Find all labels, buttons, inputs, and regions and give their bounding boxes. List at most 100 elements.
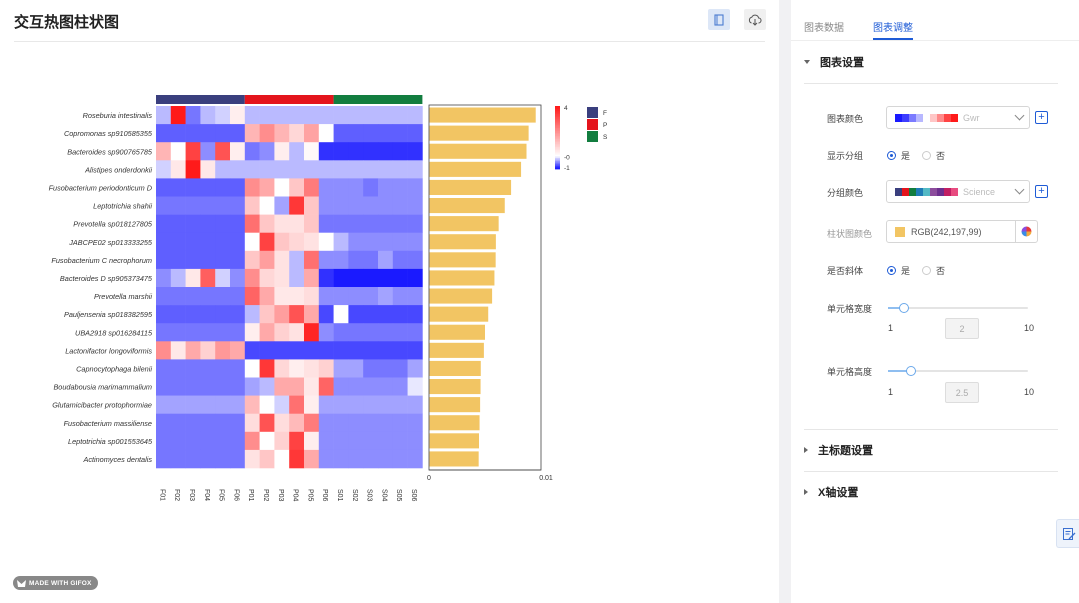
heatmap-cell [230,268,246,288]
heatmap-cell [407,124,423,143]
row-label: Alistipes onderdonkii [84,165,152,174]
heatmap-cell [304,395,320,414]
heatmap-cell [185,178,201,197]
chart-color-select[interactable]: Gwr [886,106,1030,129]
bar-x-tick: 0 [427,475,431,482]
heatmap-cell [274,341,290,360]
column-label: S01 [336,489,343,502]
heatmap-cell [185,250,201,270]
heatmap-cell [304,305,320,324]
bar [429,360,481,376]
bar-x-tick: 0.01 [539,475,553,482]
tab-chart-data[interactable]: 图表数据 [804,23,844,34]
heatmap-cell [200,214,216,233]
add-group-color-button[interactable]: + [1035,185,1048,198]
show-group-no-radio[interactable]: 否 [922,149,945,162]
edit-notes-button[interactable] [1056,519,1079,548]
heatmap-cell [156,268,172,288]
heatmap-cell [200,287,216,306]
heatmap-cell [215,413,231,433]
row-label: Prevotella sp018127805 [73,220,153,229]
heatmap-cell [244,232,260,252]
heatmap-cell [185,431,201,451]
bar [429,107,536,123]
bar [429,342,484,358]
color-scale-step [555,151,560,154]
color-picker-button[interactable] [1015,221,1037,242]
section-x-axis[interactable]: X轴设置 [804,474,1058,510]
heatmap-cell [392,413,408,433]
cell-height-slider[interactable] [888,366,1028,376]
heatmap-cell [274,359,290,378]
heatmap-cell [304,449,320,469]
column-label: P01 [247,489,254,502]
heatmap-cell [392,142,408,161]
cell-height-min: 1 [888,387,894,397]
color-wheel-icon [1021,226,1032,237]
color-scale-step [555,143,560,146]
color-scale-step [555,161,560,164]
color-scale-step [555,121,560,124]
bar [429,288,493,304]
heatmap-cell [259,287,275,306]
slider-handle[interactable] [906,366,917,376]
cell-width-slider[interactable] [888,303,1028,313]
group-legend-swatch [587,119,598,130]
heatmap-cell [200,449,216,469]
add-chart-color-button[interactable]: + [1035,111,1048,124]
heatmap-cell [274,106,290,125]
heatmap-cell [244,124,260,143]
heatmap-cell [378,232,394,252]
heatmap-cell [156,160,172,179]
heatmap-cell [318,341,334,360]
heatmap-cell [230,341,246,360]
heatmap-cell [304,196,320,215]
color-scale-step [555,123,560,126]
tab-chart-adjust[interactable]: 图表调整 [873,23,913,34]
heatmap-cell [244,305,260,324]
heatmap-cell [274,449,290,469]
heatmap-cell [407,196,423,215]
section-chart-settings[interactable]: 图表设置 [804,44,1058,80]
heatmap-cell [363,359,379,378]
heatmap-cell [170,431,186,451]
radio-label: 是 [901,266,911,276]
heatmap-cell [363,142,379,161]
chart-color-value: Gwr [963,112,980,123]
heatmap-cell [304,106,320,125]
heatmap-cell [244,268,260,288]
show-group-yes-radio[interactable]: 是 [887,149,910,162]
heatmap-cell [392,250,408,270]
heatmap-cell [230,449,246,469]
italic-yes-radio[interactable]: 是 [887,264,910,277]
cell-width-input[interactable]: 2 [945,318,979,339]
heatmap-cell [318,377,334,396]
heatmap-cell [244,250,260,270]
italic-no-radio[interactable]: 否 [922,264,945,277]
heatmap-cell [170,449,186,469]
notebook-button[interactable] [708,9,730,30]
row-label: Prevotella marshii [94,292,152,301]
heatmap-cell [200,178,216,197]
radio-label: 是 [901,151,911,161]
swatch [895,113,902,122]
cell-height-input[interactable]: 2.5 [945,382,979,403]
heatmap-cell [304,377,320,396]
group-color-select[interactable]: Science [886,180,1030,203]
color-scale-step [555,153,560,156]
color-scale-label: -1 [564,165,570,172]
bar-color-field[interactable]: RGB(242,197,99) [886,220,1038,243]
section-main-title[interactable]: 主标题设置 [804,432,1058,468]
color-scale-step [555,164,560,167]
heatmap-cell [156,431,172,451]
heatmap-cell [156,232,172,252]
heatmap-cell [156,449,172,469]
section-divider [804,429,1058,430]
color-scale-step [555,128,560,131]
download-button[interactable] [744,9,766,30]
heatmap-cell [274,395,290,414]
heatmap-cell [274,124,290,143]
slider-handle[interactable] [898,303,909,313]
edit-icon [1062,527,1075,540]
color-scale-step [555,146,560,149]
